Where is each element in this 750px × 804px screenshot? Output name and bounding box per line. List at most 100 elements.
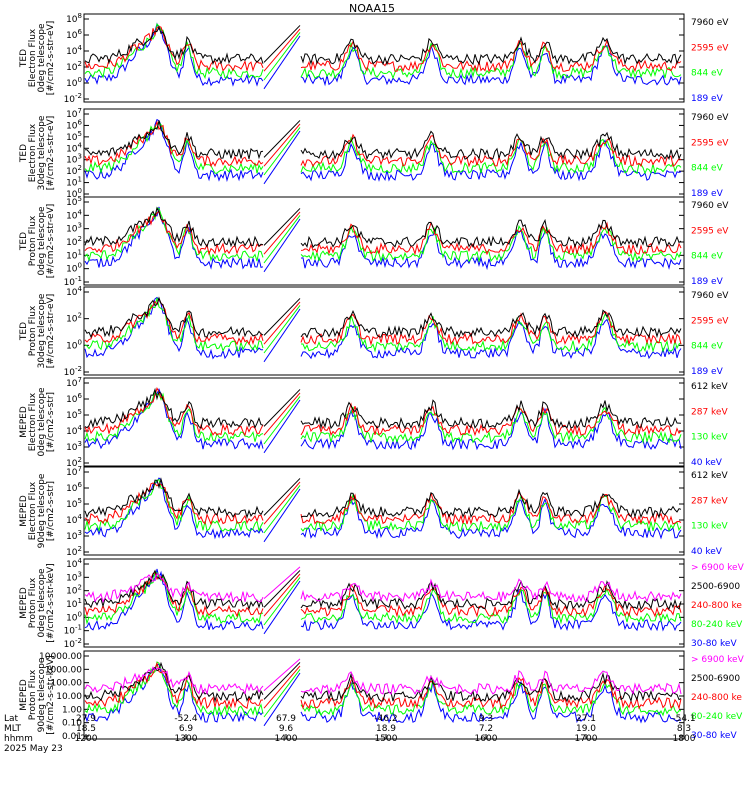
gap-bridge-line [263, 573, 301, 617]
legend-entry: 612 keV [691, 471, 728, 481]
series-line [84, 387, 682, 430]
panel-frame [83, 286, 685, 376]
y-tick-label: 107 [66, 376, 82, 389]
gap-bridge-line [263, 658, 301, 691]
y-tick-label: 10-2 [64, 365, 82, 378]
y-tick-label: 100 [66, 76, 82, 89]
series-line [84, 207, 682, 263]
footer-row-label: MLT [4, 724, 22, 734]
y-tick-label: 100 [66, 610, 82, 623]
legend-entry: 30-80 keV [691, 731, 737, 741]
panel-1: 10-2 100 102 104 106 108 TEDElectron Flux0deg … [19, 12, 729, 105]
panel-frame [83, 558, 685, 648]
footer-row-label: Lat [4, 714, 19, 724]
gap-bridge-line [263, 566, 301, 599]
series-line [84, 120, 682, 168]
y-tick-label: 106 [66, 481, 82, 494]
series-line [84, 23, 682, 80]
y-tick-label: 10.00 [56, 692, 82, 702]
gap-bridge-line [263, 580, 301, 635]
legend-entry: 40 keV [691, 458, 723, 468]
gap-bridge-line [263, 120, 301, 158]
gap-bridge-line [263, 123, 301, 167]
series-line [84, 571, 682, 618]
legend-entry: 612 keV [691, 382, 728, 392]
panel-5: 102 103 104 105 106 107 MEPEDElectron Flux0deg… [19, 376, 728, 469]
panel-frame [83, 13, 685, 103]
series-line [84, 666, 682, 696]
y-tick-label: 103 [66, 440, 82, 453]
y-axis-label: TEDProton Flux30deg telescope[#/cm2-s-st… [19, 293, 56, 368]
series-line [84, 25, 682, 66]
footer-tick-label: -46.2 [374, 714, 397, 724]
series-line [84, 661, 682, 710]
gap-bridge-line [263, 672, 301, 727]
gap-bridge-line [263, 485, 301, 534]
y-tick-label: 104 [66, 285, 82, 298]
y-tick-label: 106 [66, 28, 82, 41]
y-tick-label: 105 [66, 497, 82, 510]
legend-entry: > 6900 keV [691, 655, 745, 665]
legend-entry: 40 keV [691, 547, 723, 557]
y-tick-label: 103 [66, 529, 82, 542]
gap-bridge-line [263, 481, 301, 525]
gap-bridge-line [263, 488, 301, 543]
footer-tick-label: 8.3 [677, 724, 691, 734]
series-line [84, 206, 682, 249]
y-axis-label: TEDProton Flux0deg telescope[#/cm2-s-str… [19, 204, 56, 279]
panel-frame [83, 108, 685, 198]
y-tick-label: 104 [66, 208, 82, 221]
legend-entry: 844 eV [691, 252, 724, 262]
y-tick-label: 104 [66, 44, 82, 57]
y-tick-label: 101 [66, 248, 82, 261]
y-tick-label: 10000.00 [39, 652, 82, 662]
footer-tick-label: -54.1 [672, 714, 695, 724]
y-tick-label: 104 [66, 557, 82, 570]
legend-entry: 844 eV [691, 164, 724, 174]
legend-entry: 2595 eV [691, 138, 729, 148]
y-tick-label: 105 [66, 195, 82, 208]
series-line [85, 120, 682, 161]
panel-frame [83, 377, 685, 467]
gap-bridge-line [263, 32, 301, 81]
panel-4: 10-2 100 102 104 TEDProton Flux30deg telesco… [19, 285, 729, 378]
series-line [84, 663, 682, 724]
y-tick-label: 100 [66, 187, 82, 200]
y-tick-label: 0.10 [62, 719, 82, 729]
y-tick-label: 104 [66, 424, 82, 437]
legend-entry: 7960 eV [691, 113, 729, 123]
series-line [84, 22, 682, 87]
footer-tick-label: 9.6 [279, 724, 294, 734]
footer-tick-label: 67.9 [276, 714, 296, 724]
y-tick-label: 104 [66, 513, 82, 526]
panel-8: 0.01 0.10 1.00 10.00 100.00 1000.00 10000.00ME… [19, 650, 745, 742]
y-tick-label: 105 [66, 130, 82, 143]
footer-date: 2025 May 23 [4, 744, 63, 754]
y-axis-label: MEPEDElectron Flux0deg telescope[#/cm2-s… [19, 387, 56, 457]
y-tick-label: 106 [66, 118, 82, 131]
series-line [84, 661, 682, 703]
series-line [84, 389, 682, 444]
y-tick-label: 104 [66, 141, 82, 154]
gap-bridge-line [263, 130, 301, 185]
y-tick-label: 102 [66, 456, 82, 469]
y-tick-label: 102 [66, 164, 82, 177]
legend-entry: 240-800 ke [691, 693, 742, 703]
footer-tick-label: 18.5 [76, 724, 96, 734]
legend-entry: > 6900 keV [691, 563, 745, 573]
series-line [84, 297, 682, 346]
y-tick-label: 100 [66, 262, 82, 275]
y-tick-label: 101 [66, 176, 82, 189]
legend-entry: 240-800 ke [691, 601, 742, 611]
footer-tick-label: 6.9 [179, 724, 194, 734]
y-tick-label: 10-2 [64, 92, 82, 105]
footer-tick-label: 19.0 [576, 724, 596, 734]
footer-tick-label: -52.4 [174, 714, 198, 724]
y-axis-label: MEPEDProton Flux0deg telescope[#/cm2-s-s… [19, 563, 56, 642]
y-tick-label: 10-2 [64, 637, 82, 650]
y-tick-label: 103 [66, 153, 82, 166]
